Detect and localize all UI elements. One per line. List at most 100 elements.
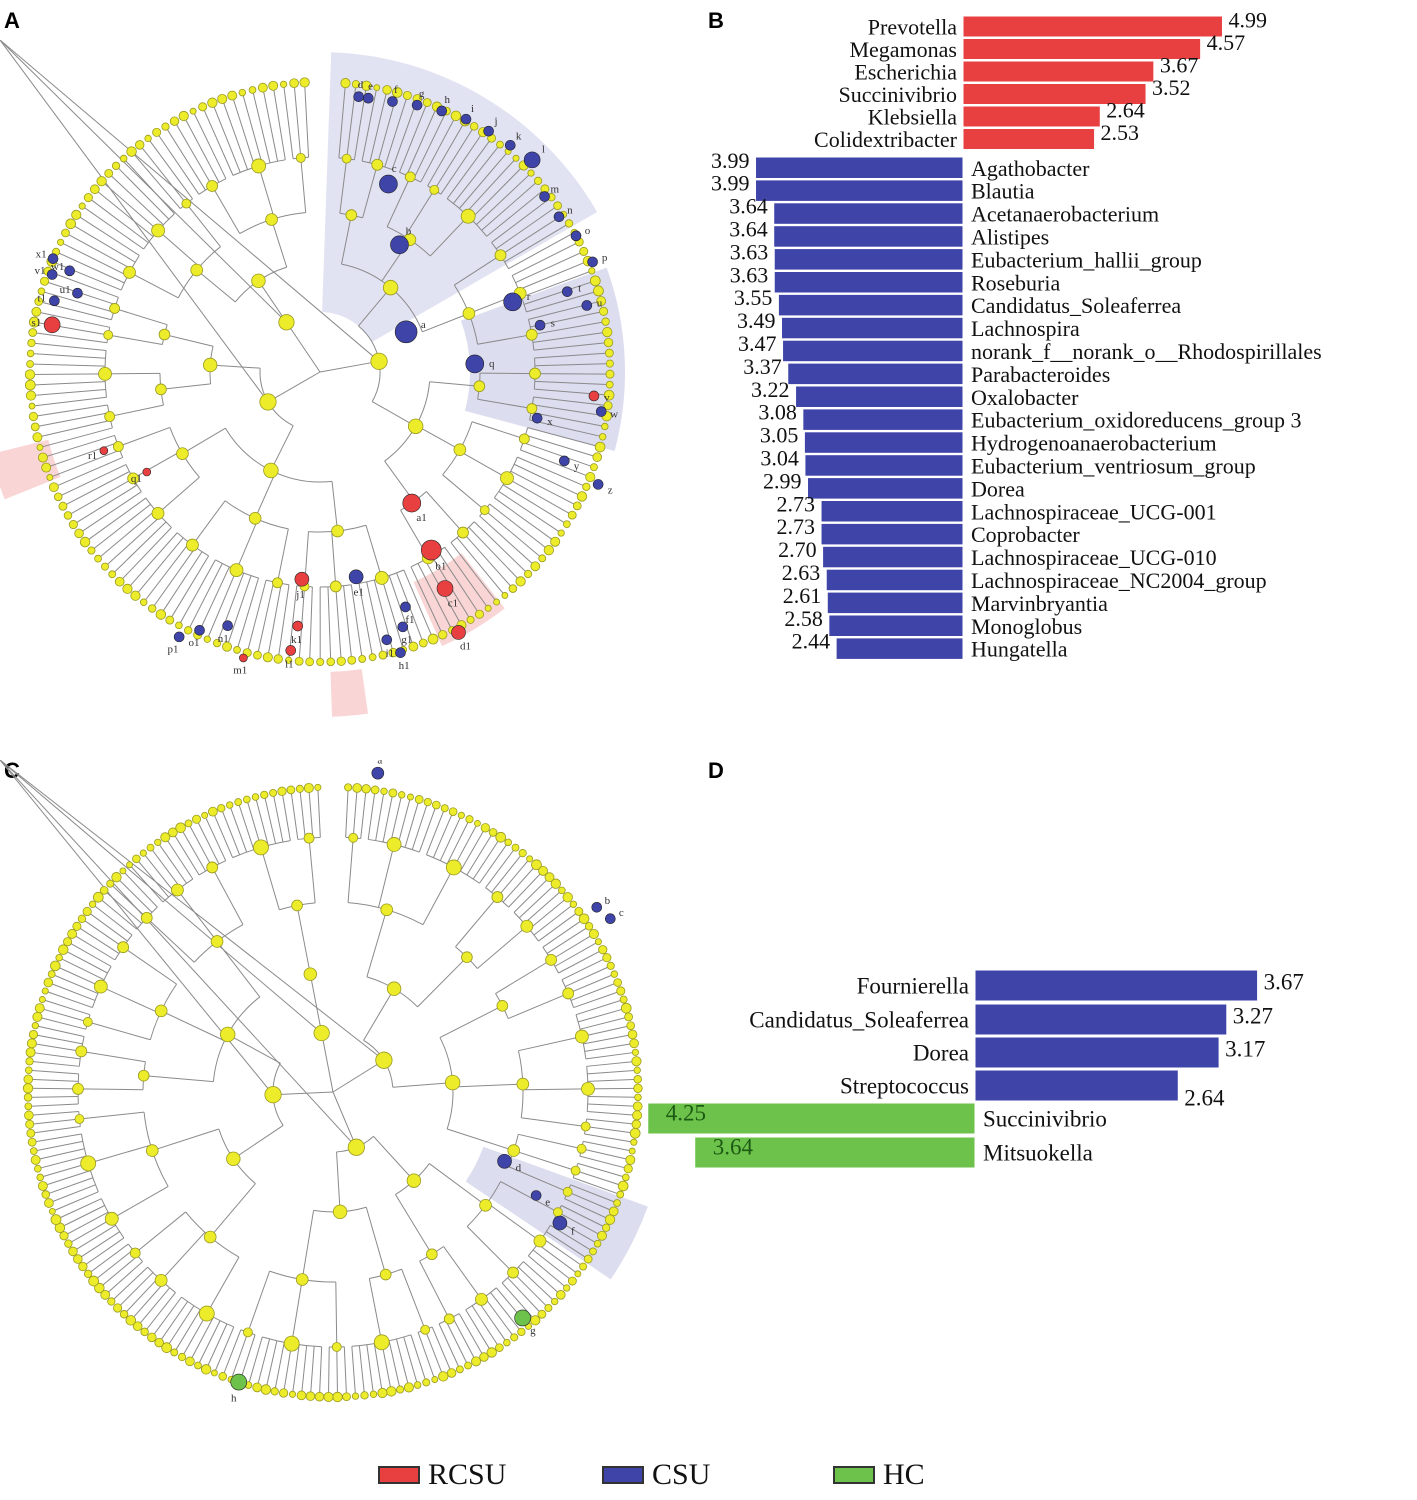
value-label-d-csu-0: 3.67 xyxy=(1264,970,1304,995)
clade-node-m xyxy=(539,191,550,202)
category-label-b-csu-3: Alistipes xyxy=(971,224,1049,249)
clade-node-label-d1: d1 xyxy=(460,641,471,653)
bar-b-csu-19 xyxy=(826,591,964,615)
value-label-b-csu-12: 3.05 xyxy=(760,423,799,448)
clade-node-q1 xyxy=(142,467,152,477)
bar-d-csu-1 xyxy=(974,1003,1228,1036)
category-label-b-csu-18: Lachnospiraceae_NC2004_group xyxy=(971,568,1267,593)
clade-node-p xyxy=(587,256,598,268)
bar-b-csu-6 xyxy=(777,293,964,317)
bar-b-rcsu-5 xyxy=(962,128,1096,150)
clade-node-w1 xyxy=(64,265,75,277)
lda-chart-b: Prevotella 4.99 Megamonas 4.57 Escherichia 3.… xyxy=(711,8,1322,662)
clade-node-e xyxy=(530,1190,542,1201)
category-label-d-hc-0: Succinivibrio xyxy=(983,1107,1107,1132)
clade-highlight-3 xyxy=(330,669,369,717)
clade-node-r1 xyxy=(99,446,109,455)
clade-node-c xyxy=(379,174,398,194)
bar-b-csu-7 xyxy=(781,316,964,340)
category-label-b-rcsu-2: Escherichia xyxy=(854,60,957,85)
clade-node-label-v: v xyxy=(604,392,610,404)
clade-node-s1 xyxy=(43,316,61,334)
value-label-b-csu-6: 3.55 xyxy=(734,285,773,310)
bar-b-rcsu-1 xyxy=(962,38,1202,60)
category-label-b-csu-5: Roseburia xyxy=(971,270,1060,295)
value-label-d-hc-0: 4.25 xyxy=(666,1101,706,1126)
legend-swatch-rcsu xyxy=(378,1466,420,1484)
clade-node-label-a1: a1 xyxy=(416,512,426,524)
clade-highlight-2 xyxy=(413,553,505,647)
value-label-b-rcsu-2: 3.67 xyxy=(1160,53,1199,78)
panel-label-a: A xyxy=(4,8,20,33)
clade-node-j xyxy=(483,125,494,137)
bar-d-csu-2 xyxy=(974,1036,1220,1069)
value-label-b-csu-18: 2.63 xyxy=(782,560,821,585)
value-label-b-csu-13: 3.04 xyxy=(760,445,799,470)
value-label-d-csu-3: 2.64 xyxy=(1184,1086,1225,1111)
clade-node-label-d: d xyxy=(358,79,364,91)
category-label-b-csu-10: Oxalobacter xyxy=(971,385,1079,410)
cladogram-a: a b c d e f g h i j k l mno p q r s t u vw x y z a1 b1 c1 d1 e1 f1 g1… xyxy=(0,40,626,717)
clade-node-label-a: a xyxy=(421,319,426,331)
clade-node-label-u: u xyxy=(597,297,603,309)
bar-b-csu-21 xyxy=(835,637,964,660)
bar-b-csu-14 xyxy=(807,477,964,500)
category-label-b-csu-12: Hydrogenoanaerobacterium xyxy=(971,431,1217,456)
bar-b-csu-16 xyxy=(820,522,964,546)
value-label-b-csu-3: 3.64 xyxy=(729,216,768,241)
legend-item-hc: HC xyxy=(833,1458,925,1492)
clade-node-label-m1: m1 xyxy=(233,665,247,677)
category-label-b-csu-15: Lachnospiraceae_UCG-001 xyxy=(971,499,1217,524)
bar-b-csu-9 xyxy=(787,362,964,386)
legend-swatch-hc xyxy=(833,1466,875,1484)
clade-node-label-f: f xyxy=(571,1226,575,1238)
clade-node-g xyxy=(514,1309,531,1327)
clade-node-label-o1: o1 xyxy=(189,637,200,649)
clade-node-g1 xyxy=(397,621,409,633)
clade-node-label-b: b xyxy=(406,225,412,237)
lda-chart-d: Fournierella 3.67 Candidatus_Soleaferrea 3.… xyxy=(647,969,1304,1169)
clade-node-f xyxy=(387,96,398,107)
category-label-b-rcsu-0: Prevotella xyxy=(868,15,957,40)
bar-d-csu-0 xyxy=(974,969,1259,1002)
category-label-b-csu-0: Agathobacter xyxy=(971,156,1090,181)
clade-node-label-e: e xyxy=(368,80,373,92)
category-label-b-rcsu-4: Klebsiella xyxy=(868,105,957,130)
clade-node-d xyxy=(353,91,364,103)
clade-node-label-t1: t1 xyxy=(38,292,47,304)
category-label-b-csu-1: Blautia xyxy=(971,179,1035,204)
category-label-b-csu-9: Parabacteroides xyxy=(971,362,1110,387)
category-label-b-csu-14: Dorea xyxy=(971,476,1025,501)
value-label-b-csu-2: 3.64 xyxy=(729,194,768,219)
clade-node-a xyxy=(394,320,418,344)
value-label-b-csu-9: 3.37 xyxy=(743,354,782,379)
clade-node-y xyxy=(559,455,570,467)
clade-node-label-v1: v1 xyxy=(34,265,45,277)
value-label-b-csu-15: 2.73 xyxy=(777,491,816,516)
panel-label-d: D xyxy=(708,758,724,783)
clade-node-label-p: p xyxy=(602,252,608,264)
clade-node-l1 xyxy=(285,645,297,656)
clade-node-label-r1: r1 xyxy=(88,450,97,462)
legend-swatch-csu xyxy=(602,1466,644,1484)
clade-node-label-s1: s1 xyxy=(31,317,41,329)
clade-node-label-e: e xyxy=(545,1196,550,1208)
category-label-d-csu-0: Fournierella xyxy=(857,974,969,999)
clade-node-label-e1: e1 xyxy=(354,587,364,599)
bar-b-csu-4 xyxy=(773,248,964,271)
bar-b-csu-5 xyxy=(773,271,964,294)
clade-node-a1 xyxy=(402,493,422,513)
bar-b-csu-13 xyxy=(804,454,964,477)
category-label-b-csu-16: Coprobacter xyxy=(971,522,1080,547)
clade-node-o1 xyxy=(194,624,205,636)
clade-node-t xyxy=(561,286,573,297)
legend-label-rcsu: RCSU xyxy=(428,1458,507,1491)
clade-node-u1 xyxy=(72,287,83,299)
legend-item-csu: CSU xyxy=(602,1458,710,1492)
value-label-b-csu-5: 3.63 xyxy=(730,262,769,287)
clade-node-label-i1: i1 xyxy=(386,647,395,659)
value-label-b-csu-1: 3.99 xyxy=(711,171,750,196)
clade-node-v xyxy=(588,390,600,402)
clade-node-label-u1: u1 xyxy=(60,284,71,296)
bar-b-csu-12 xyxy=(803,431,964,454)
